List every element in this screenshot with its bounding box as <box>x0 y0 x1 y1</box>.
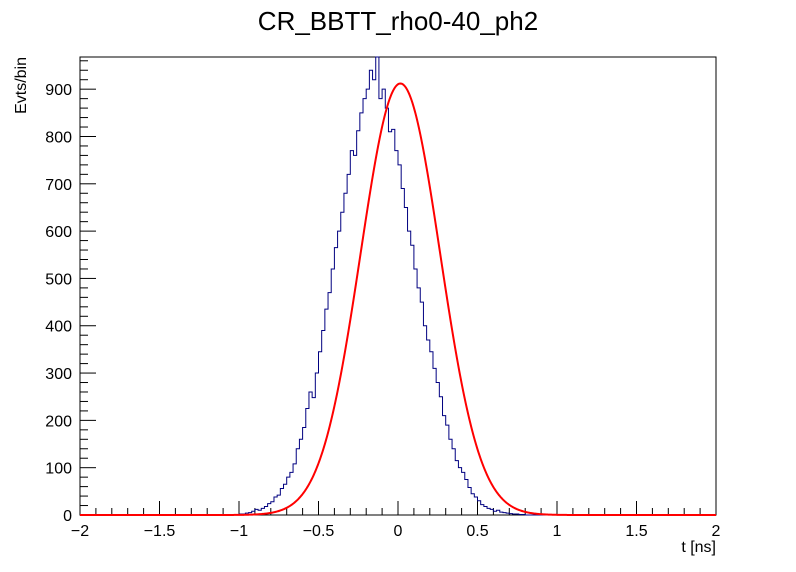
x-tick-label: −1 <box>230 523 248 540</box>
y-tick-label: 0 <box>63 508 72 525</box>
x-tick-label: 0 <box>394 523 403 540</box>
y-tick-label: 300 <box>45 366 72 383</box>
y-tick-label: 100 <box>45 461 72 478</box>
x-axis-label: t [ns] <box>681 539 716 556</box>
x-tick-label: 1 <box>553 523 562 540</box>
fit-curve <box>80 82 716 516</box>
x-tick-label: −0.5 <box>303 523 335 540</box>
y-axis-label: Evts/bin <box>13 57 30 114</box>
y-tick-label: 600 <box>45 224 72 241</box>
x-tick-label: −2 <box>71 523 89 540</box>
x-tick-label: −1.5 <box>144 523 176 540</box>
x-tick-label: 2 <box>712 523 721 540</box>
y-tick-label: 900 <box>45 82 72 99</box>
chart-title: CR_BBTT_rho0-40_ph2 <box>258 6 538 36</box>
y-tick-label: 800 <box>45 129 72 146</box>
y-tick-label: 400 <box>45 319 72 336</box>
x-axis: −2 −1.5 −1 −0.5 0 0.5 1 1.5 2 <box>71 501 721 540</box>
x-tick-label: 0.5 <box>466 523 488 540</box>
y-tick-label: 200 <box>45 413 72 430</box>
histogram-series <box>80 56 716 516</box>
x-tick-label: 1.5 <box>625 523 647 540</box>
y-axis: 0 100 200 300 400 500 600 700 800 900 <box>45 60 96 525</box>
y-tick-label: 500 <box>45 271 72 288</box>
y-tick-label: 700 <box>45 177 72 194</box>
plot-frame <box>79 56 717 516</box>
